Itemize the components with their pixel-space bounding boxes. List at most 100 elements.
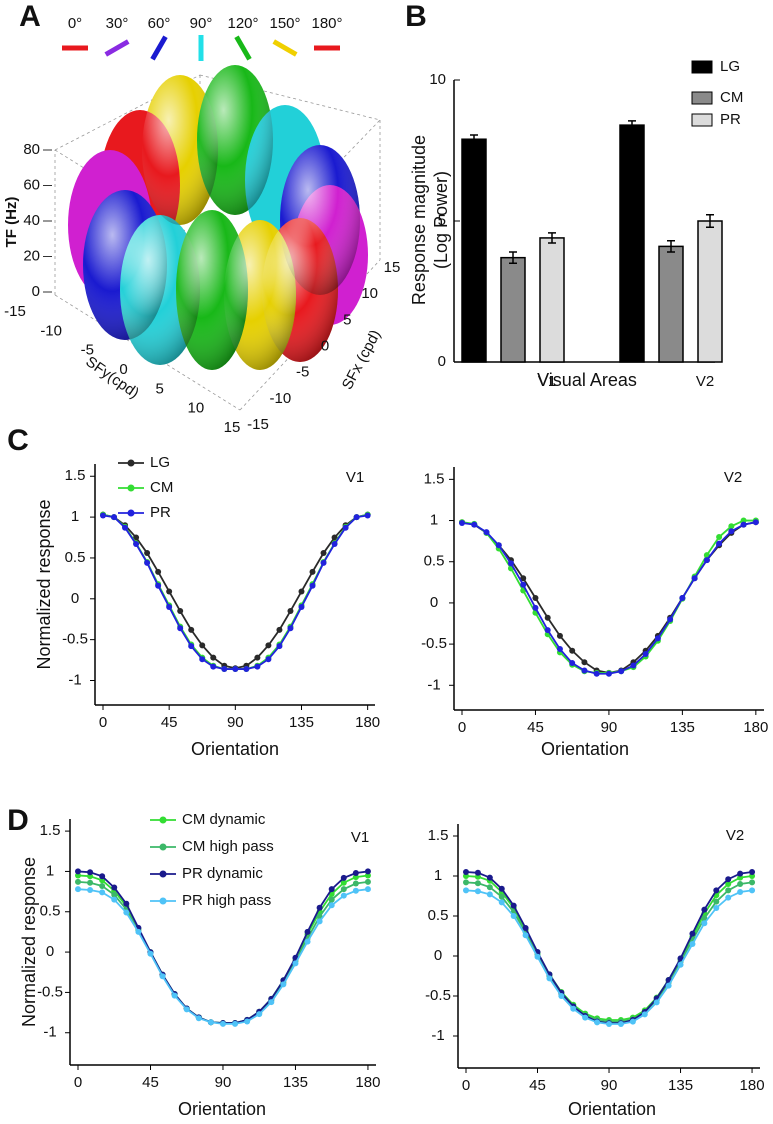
x-tick-label: 90 bbox=[601, 719, 618, 736]
data-point bbox=[737, 881, 744, 887]
data-point bbox=[463, 879, 469, 886]
data-point bbox=[510, 913, 517, 919]
data-point bbox=[219, 1020, 226, 1027]
y-tick-label: 0 bbox=[119, 361, 127, 378]
data-point bbox=[159, 973, 166, 980]
data-point bbox=[507, 560, 514, 567]
orientation-label: 120° bbox=[227, 15, 258, 32]
data-point bbox=[725, 881, 732, 887]
y-tick-label: 0 bbox=[46, 943, 54, 960]
x-tick-label: 15 bbox=[384, 259, 401, 276]
data-point bbox=[111, 896, 118, 903]
panel-label: D bbox=[7, 804, 29, 837]
data-point bbox=[713, 887, 720, 894]
data-point bbox=[667, 616, 674, 623]
data-point bbox=[87, 879, 94, 886]
data-point bbox=[653, 999, 660, 1006]
data-point bbox=[728, 528, 735, 535]
data-point bbox=[232, 1020, 239, 1027]
y-tick-label: -0.5 bbox=[62, 631, 88, 648]
data-point bbox=[304, 928, 311, 935]
data-point bbox=[749, 879, 756, 886]
data-point bbox=[144, 550, 151, 557]
data-point bbox=[556, 632, 563, 639]
z-axis-label: TF (Hz) bbox=[3, 197, 20, 248]
data-point bbox=[352, 870, 359, 877]
data-point bbox=[316, 904, 323, 911]
data-point bbox=[75, 878, 81, 885]
y-tick-label: 1 bbox=[430, 512, 438, 529]
panel-label: A bbox=[19, 0, 41, 33]
data-point bbox=[188, 643, 195, 650]
y-tick-label: 1 bbox=[434, 867, 442, 884]
x-tick-label: -5 bbox=[296, 364, 309, 381]
data-point bbox=[340, 892, 347, 899]
y-tick-label: -10 bbox=[40, 322, 62, 339]
data-point bbox=[713, 898, 720, 905]
y-tick-label: 1.5 bbox=[428, 827, 449, 844]
data-point bbox=[111, 884, 118, 891]
data-point bbox=[87, 869, 94, 876]
data-point bbox=[495, 542, 502, 549]
z-tick-label: 0 bbox=[32, 283, 40, 300]
data-point bbox=[123, 900, 130, 907]
y-tick-label: 0 bbox=[430, 594, 438, 611]
x-tick-label: 45 bbox=[161, 714, 178, 731]
y-tick-label: 10 bbox=[429, 71, 446, 88]
y-tick-label: -1 bbox=[68, 671, 81, 688]
y-axis-label: Normalized response bbox=[34, 499, 54, 669]
y-axis-label: SFy(cpd) bbox=[83, 353, 143, 402]
data-point bbox=[740, 521, 747, 528]
data-point bbox=[340, 879, 347, 886]
data-point bbox=[166, 588, 173, 595]
data-point bbox=[309, 568, 316, 575]
data-point bbox=[342, 524, 349, 531]
data-point bbox=[520, 581, 527, 588]
x-tick-label: 90 bbox=[601, 1077, 618, 1094]
y-tick-label: 15 bbox=[224, 419, 241, 436]
data-point bbox=[210, 663, 217, 670]
data-point bbox=[498, 893, 505, 900]
data-point bbox=[256, 1011, 263, 1018]
x-tick-label: -15 bbox=[247, 416, 269, 433]
data-point bbox=[155, 568, 162, 575]
data-point bbox=[713, 905, 720, 911]
data-point bbox=[629, 1018, 636, 1025]
data-point bbox=[728, 523, 735, 530]
y-tick-label: -1 bbox=[431, 1027, 444, 1044]
legend-marker bbox=[159, 843, 167, 851]
series-line bbox=[102, 513, 368, 670]
legend-label: CM bbox=[720, 89, 743, 106]
data-point bbox=[99, 889, 106, 896]
x-tick-label: V2 bbox=[696, 373, 714, 390]
z-tick-label: 40 bbox=[23, 212, 40, 229]
data-point bbox=[75, 886, 81, 893]
data-point bbox=[177, 625, 184, 632]
data-point bbox=[593, 670, 600, 677]
x-tick-label: 135 bbox=[283, 1074, 308, 1091]
legend-marker bbox=[127, 459, 135, 467]
data-point bbox=[532, 594, 539, 601]
data-point bbox=[99, 873, 106, 880]
y-tick-label: 1 bbox=[71, 508, 79, 525]
legend-swatch bbox=[691, 113, 713, 127]
y-tick-label: -1 bbox=[427, 676, 440, 693]
data-point bbox=[268, 999, 275, 1006]
data-point bbox=[328, 886, 335, 893]
data-point bbox=[618, 668, 625, 675]
x-tick-label: 45 bbox=[527, 719, 544, 736]
y-tick-label: 0.5 bbox=[40, 903, 61, 920]
data-point bbox=[459, 520, 465, 527]
orientation-bar bbox=[104, 39, 130, 57]
y-tick-label: 1 bbox=[46, 862, 54, 879]
data-point bbox=[463, 869, 469, 875]
data-point bbox=[199, 656, 206, 663]
data-point bbox=[328, 902, 335, 909]
orientation-bar bbox=[150, 35, 168, 61]
data-point bbox=[654, 635, 661, 642]
error-bar bbox=[667, 239, 675, 253]
y-tick-label: 0.5 bbox=[428, 907, 449, 924]
legend-label: PR bbox=[720, 111, 741, 128]
data-point bbox=[582, 1014, 589, 1021]
data-point bbox=[320, 550, 327, 557]
